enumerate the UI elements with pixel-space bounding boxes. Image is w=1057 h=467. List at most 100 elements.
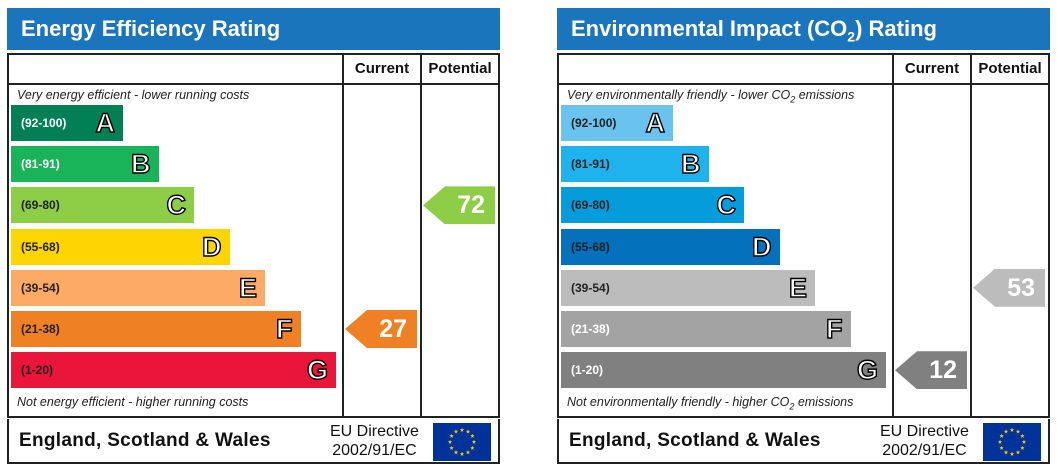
directive-label: EU Directive 2002/91/EC xyxy=(880,422,969,460)
potential-rating-arrow: 53 xyxy=(973,268,1045,307)
star-icon xyxy=(997,439,1003,444)
star-icon xyxy=(471,439,477,444)
star-icon xyxy=(1020,433,1025,438)
current-rating-value: 27 xyxy=(379,315,407,343)
band-letter: C xyxy=(166,190,187,221)
band-letter: B xyxy=(680,148,701,180)
rating-band-b: (81-91) B xyxy=(561,146,709,183)
header-rule xyxy=(342,83,498,85)
directive-line-1: EU Directive xyxy=(880,423,969,440)
bottom-note: Not energy efficient - higher running co… xyxy=(17,395,249,409)
band-range-label: (69-80) xyxy=(571,198,610,213)
band-letter: C xyxy=(716,190,737,221)
eu-flag-icon xyxy=(983,423,1041,461)
potential-column-header: Potential xyxy=(978,60,1042,77)
country-label: England, Scotland & Wales xyxy=(569,430,821,451)
rating-grid: Current Potential Very environmentally f… xyxy=(557,53,1050,418)
rating-band-g: (1-20) G xyxy=(561,352,886,389)
rating-band-a: (92-100) A xyxy=(11,105,123,141)
current-column-header: Current xyxy=(904,60,960,77)
band-range-label: (55-68) xyxy=(571,239,610,254)
band-letter: B xyxy=(130,148,151,180)
eu-flag-icon xyxy=(433,423,491,461)
environmental-impact-panel: Environmental Impact (CO2) Rating Curren… xyxy=(557,8,1050,464)
star-icon xyxy=(449,445,454,450)
chart-title: Environmental Impact (CO2) Rating xyxy=(557,8,1050,50)
band-letter: A xyxy=(645,107,666,138)
band-letter: G xyxy=(856,354,878,386)
bottom-note: Not environmentally friendly - higher CO… xyxy=(567,395,853,412)
band-range-label: (21-38) xyxy=(571,322,610,336)
footer: England, Scotland & Wales EU Directive 2… xyxy=(7,419,500,464)
star-icon xyxy=(470,433,475,438)
top-note-subscript: 2 xyxy=(790,94,796,105)
rating-band-b: (81-91) B xyxy=(11,146,159,183)
header-rule xyxy=(9,83,345,85)
header-rule xyxy=(892,83,1048,85)
rating-band-c: (69-80) C xyxy=(561,187,744,224)
current-rating-arrow: 12 xyxy=(895,351,967,390)
star-icon xyxy=(459,451,465,456)
rating-grid: Current Potential Very energy efficient … xyxy=(7,53,500,418)
directive-label: EU Directive 2002/91/EC xyxy=(330,422,419,460)
title-text: Environmental Impact (CO xyxy=(571,16,848,41)
band-range-label: (81-91) xyxy=(21,157,60,172)
star-icon xyxy=(453,429,459,434)
bottom-note-text-end: emissions xyxy=(794,395,854,409)
rating-band-e: (39-54) E xyxy=(11,269,265,306)
chart-title: Energy Efficiency Rating xyxy=(7,8,500,50)
star-icon xyxy=(1020,445,1025,450)
band-letter: D xyxy=(751,231,772,262)
potential-rating-arrow: 72 xyxy=(423,186,495,225)
rating-band-g: (1-20) G xyxy=(11,352,336,389)
column-divider xyxy=(970,55,972,416)
top-note-text-end: emissions xyxy=(795,88,855,102)
star-icon xyxy=(459,427,465,432)
footer: England, Scotland & Wales EU Directive 2… xyxy=(557,419,1050,464)
star-icon xyxy=(453,450,459,455)
directive-line-1: EU Directive xyxy=(330,423,419,440)
band-range-label: (21-38) xyxy=(21,322,60,336)
star-icon xyxy=(1003,429,1009,434)
star-icon xyxy=(1009,451,1015,456)
band-letter: D xyxy=(201,231,222,262)
potential-column-header: Potential xyxy=(428,60,492,77)
band-letter: G xyxy=(306,354,328,386)
rating-band-e: (39-54) E xyxy=(561,269,815,306)
top-note: Very environmentally friendly - lower CO… xyxy=(567,88,854,105)
band-range-label: (39-54) xyxy=(21,280,60,295)
band-range-label: (92-100) xyxy=(21,116,67,130)
star-icon xyxy=(470,445,475,450)
current-rating-value: 12 xyxy=(929,356,957,385)
star-icon xyxy=(1015,429,1021,434)
country-label: England, Scotland & Wales xyxy=(19,430,271,451)
column-divider xyxy=(342,55,344,416)
band-range-label: (1-20) xyxy=(571,363,604,378)
band-range-label: (39-54) xyxy=(571,280,610,295)
energy-efficiency-panel: Energy Efficiency Rating Current Potenti… xyxy=(7,8,500,464)
rating-band-a: (92-100) A xyxy=(561,105,673,141)
star-icon xyxy=(999,433,1004,438)
current-rating-arrow: 27 xyxy=(345,310,417,348)
potential-rating-value: 53 xyxy=(1007,273,1035,302)
rating-band-d: (55-68) D xyxy=(11,228,230,265)
top-note: Very energy efficient - lower running co… xyxy=(17,88,250,102)
star-icon xyxy=(465,450,471,455)
potential-rating-value: 72 xyxy=(457,191,485,220)
column-divider xyxy=(420,55,422,416)
band-range-label: (1-20) xyxy=(21,363,54,378)
band-range-label: (81-91) xyxy=(571,157,610,172)
title-text-end: ) Rating xyxy=(855,16,937,41)
bottom-note-subscript: 2 xyxy=(789,401,795,412)
top-note-text: Very environmentally friendly - lower CO xyxy=(567,88,791,102)
directive-line-2: 2002/91/EC xyxy=(882,442,967,459)
band-range-label: (92-100) xyxy=(571,116,617,130)
band-letter: E xyxy=(238,272,257,303)
header-rule xyxy=(559,83,895,85)
star-icon xyxy=(1003,450,1009,455)
star-icon xyxy=(999,445,1004,450)
band-range-label: (69-80) xyxy=(21,198,60,213)
star-icon xyxy=(1009,427,1015,432)
title-subscript: 2 xyxy=(847,28,856,45)
bottom-note-text: Not environmentally friendly - higher CO xyxy=(567,395,790,409)
